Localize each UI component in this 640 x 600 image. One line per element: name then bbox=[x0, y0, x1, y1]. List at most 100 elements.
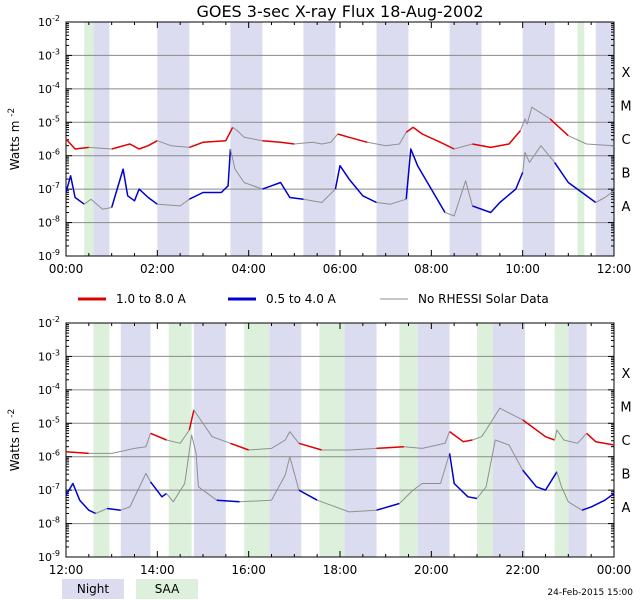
x-tick-label: 00:00 bbox=[597, 563, 632, 577]
series-line-long bbox=[193, 409, 231, 444]
y-tick-exponent: -3 bbox=[52, 348, 60, 357]
series-line-long bbox=[337, 133, 368, 144]
flare-class-label: B bbox=[622, 166, 631, 181]
y-tick-exponent: -6 bbox=[52, 148, 60, 157]
series-line-long bbox=[403, 431, 451, 449]
series-line-long bbox=[150, 432, 167, 441]
series-line-long bbox=[472, 130, 521, 149]
series-line-long bbox=[549, 118, 569, 137]
x-tick-label: 12:00 bbox=[597, 262, 632, 276]
saa-band bbox=[399, 323, 418, 557]
saa-band bbox=[554, 323, 569, 557]
series-line-short bbox=[107, 507, 121, 511]
series-line-short bbox=[405, 148, 446, 213]
series-line-long bbox=[405, 126, 455, 150]
y-axis-label-exponent: -2 bbox=[7, 108, 17, 117]
night-band bbox=[522, 22, 555, 256]
night-band bbox=[93, 22, 110, 256]
saa-band bbox=[84, 22, 94, 256]
x-tick-label: 06:00 bbox=[323, 262, 358, 276]
series-line-short bbox=[303, 188, 336, 203]
night-band bbox=[120, 323, 151, 557]
series-line-short bbox=[65, 482, 97, 515]
series-line-long bbox=[367, 132, 407, 147]
night-band bbox=[303, 22, 336, 256]
saa-band bbox=[244, 323, 270, 557]
series-line-long bbox=[522, 419, 555, 441]
y-tick-label: 10-4 bbox=[38, 81, 60, 96]
series-line-long bbox=[189, 126, 234, 149]
series-line-short bbox=[317, 499, 377, 513]
flare-class-label: X bbox=[622, 367, 631, 382]
x-tick-label: 16:00 bbox=[231, 563, 266, 577]
night-band bbox=[157, 22, 190, 256]
series-line-long bbox=[554, 429, 587, 444]
band-legend-label: Night bbox=[77, 582, 110, 596]
y-tick-exponent: -7 bbox=[52, 482, 60, 491]
series-line-long bbox=[454, 143, 473, 150]
series-line-long bbox=[294, 133, 339, 145]
series-line-short bbox=[376, 198, 407, 205]
y-axis-label: Watts m -2 bbox=[7, 108, 22, 170]
series-line-long bbox=[376, 445, 404, 450]
series-line-short bbox=[472, 172, 524, 214]
y-tick-label: 10-5 bbox=[38, 415, 60, 430]
flare-class-label: A bbox=[622, 501, 631, 516]
y-tick-label: 10-9 bbox=[38, 549, 60, 564]
flare-class-label: M bbox=[620, 401, 631, 416]
legend-label: 0.5 to 4.0 A bbox=[266, 292, 337, 306]
series-line-long bbox=[230, 442, 249, 451]
panel-2: 10-9 10-8 10-7 10-6 10-5 10-4 10-3 10-2 12:00 14:… bbox=[7, 315, 632, 577]
night-band bbox=[595, 22, 614, 256]
x-tick-label: 04:00 bbox=[231, 262, 266, 276]
x-tick-label: 12:00 bbox=[49, 563, 84, 577]
night-band bbox=[492, 323, 525, 557]
night-band bbox=[344, 323, 377, 557]
y-tick-label: 10-7 bbox=[38, 181, 60, 196]
night-band bbox=[230, 22, 263, 256]
legend-label: No RHESSI Solar Data bbox=[418, 292, 549, 306]
series-line-short bbox=[65, 175, 85, 205]
series-line-short bbox=[120, 472, 151, 511]
series-line-short bbox=[595, 190, 615, 203]
series-line-short bbox=[399, 453, 451, 504]
y-tick-exponent: -5 bbox=[52, 415, 60, 424]
series-line-long bbox=[232, 126, 263, 142]
series-line-long bbox=[472, 407, 523, 441]
y-tick-exponent: -9 bbox=[52, 248, 60, 257]
y-tick-label: 10-8 bbox=[38, 215, 60, 230]
saa-band bbox=[168, 323, 192, 557]
y-tick-exponent: -7 bbox=[52, 181, 60, 190]
series-line-short bbox=[239, 456, 300, 503]
series-line-long bbox=[157, 140, 190, 148]
series-line-short bbox=[553, 161, 597, 204]
chart-title: GOES 3-sec X-ray Flux 18-Aug-2002 bbox=[196, 2, 483, 21]
y-tick-label: 10-7 bbox=[38, 482, 60, 497]
flare-class-label: C bbox=[621, 133, 630, 148]
series-line-short bbox=[262, 181, 304, 200]
series-line-long bbox=[88, 433, 151, 454]
y-tick-label: 10-8 bbox=[38, 516, 60, 531]
saa-band bbox=[93, 323, 110, 557]
series-line-short bbox=[334, 164, 377, 204]
series-line-long bbox=[519, 106, 551, 131]
series-line-short bbox=[444, 180, 473, 217]
chart-panels: 10-9 10-8 10-7 10-6 10-5 10-4 10-3 10-2 00:00 02:… bbox=[7, 14, 632, 577]
y-tick-label: 10-9 bbox=[38, 248, 60, 263]
band-legend: Night SAA bbox=[62, 579, 198, 599]
series-line-long bbox=[262, 139, 295, 145]
series-line-short bbox=[581, 492, 615, 511]
y-tick-label: 10-5 bbox=[38, 114, 60, 129]
series-line-short bbox=[376, 502, 400, 511]
y-tick-label: 10-6 bbox=[38, 449, 60, 464]
y-tick-label: 10-4 bbox=[38, 382, 60, 397]
flare-class-label: C bbox=[621, 434, 630, 449]
x-tick-label: 08:00 bbox=[414, 262, 449, 276]
series-line-short bbox=[556, 471, 583, 511]
flare-class-label: M bbox=[620, 100, 631, 115]
flare-class-label: B bbox=[622, 467, 631, 482]
series-line-short bbox=[216, 499, 240, 503]
y-axis-label: Watts m -2 bbox=[7, 409, 22, 471]
night-band bbox=[376, 22, 409, 256]
